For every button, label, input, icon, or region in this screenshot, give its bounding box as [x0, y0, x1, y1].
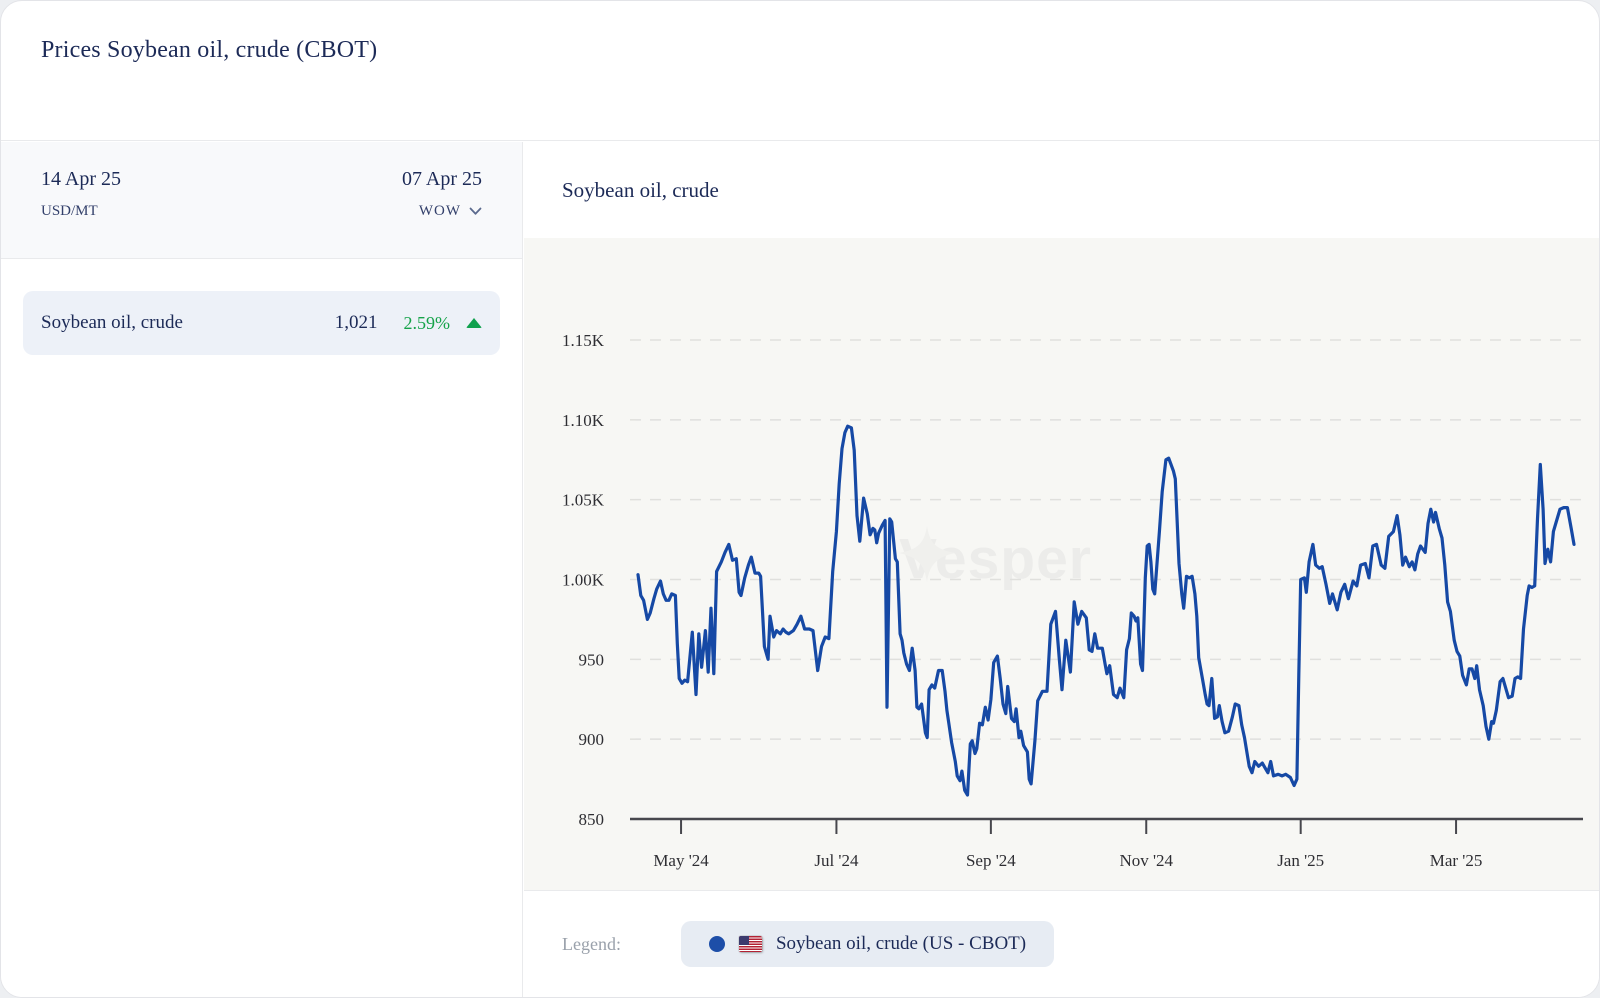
- svg-text:May '24: May '24: [653, 851, 709, 870]
- svg-text:1.10K: 1.10K: [562, 411, 605, 430]
- legend-item-label: Soybean oil, crude (US - CBOT): [775, 933, 1027, 954]
- legend-item-soybean-oil[interactable]: Soybean oil, crude (US - CBOT): [680, 921, 1055, 967]
- svg-text:Jan '25: Jan '25: [1277, 851, 1324, 870]
- svg-text:900: 900: [579, 730, 605, 749]
- legend-band: Legend: Soybean oil, crude (US - CBOT): [524, 890, 1599, 997]
- price-chart-svg[interactable]: 1.15K 1.10K 1.05K 1.00K 950 900 850 May '24 Jul …: [524, 238, 1600, 892]
- date-range-header: 14 Apr 25 USD/MT 07 Apr 25 WOW: [1, 142, 522, 259]
- svg-text:1.05K: 1.05K: [562, 491, 605, 510]
- compare-date-group: 07 Apr 25 WOW: [402, 168, 482, 258]
- product-name: Soybean oil, crude: [41, 312, 183, 333]
- svg-text:1.15K: 1.15K: [562, 331, 605, 350]
- latest-date-group: 14 Apr 25 USD/MT: [41, 168, 121, 258]
- chevron-down-icon: [469, 207, 482, 215]
- product-change-percent: 2.59%: [403, 312, 451, 333]
- product-list-panel: 14 Apr 25 USD/MT 07 Apr 25 WOW Soybean o…: [1, 142, 523, 997]
- card-header: Prices Soybean oil, crude (CBOT): [1, 1, 1599, 141]
- chart-title-band: Soybean oil, crude: [524, 142, 1599, 238]
- frequency-dropdown[interactable]: WOW: [419, 203, 482, 220]
- svg-text:Jul '24: Jul '24: [814, 851, 859, 870]
- unit-label: USD/MT: [41, 203, 98, 219]
- product-price: 1,021: [334, 312, 378, 333]
- chart-plot-area[interactable]: Vesper 1.15K 1.10K 1.05K 1.00K 950 900 850 May …: [524, 238, 1599, 890]
- svg-text:Nov '24: Nov '24: [1119, 851, 1173, 870]
- chart-panel: Soybean oil, crude Vesper 1.15K 1.10K 1.05…: [524, 142, 1599, 997]
- chart-title: Soybean oil, crude: [562, 177, 719, 202]
- svg-text:850: 850: [579, 810, 605, 829]
- latest-date: 14 Apr 25: [41, 168, 121, 190]
- us-flag-icon: [738, 936, 762, 952]
- change-up-icon: [466, 318, 482, 328]
- product-row-soybean-oil[interactable]: Soybean oil, crude 1,021 2.59%: [23, 291, 500, 355]
- legend-label: Legend:: [562, 933, 621, 954]
- frequency-label: WOW: [418, 203, 461, 219]
- svg-text:950: 950: [579, 650, 605, 669]
- svg-text:Sep '24: Sep '24: [966, 851, 1016, 870]
- svg-text:1.00K: 1.00K: [562, 571, 605, 590]
- svg-text:Mar '25: Mar '25: [1430, 851, 1483, 870]
- series-color-dot: [708, 936, 725, 952]
- compare-date: 07 Apr 25: [402, 168, 482, 190]
- page-title: Prices Soybean oil, crude (CBOT): [41, 37, 378, 63]
